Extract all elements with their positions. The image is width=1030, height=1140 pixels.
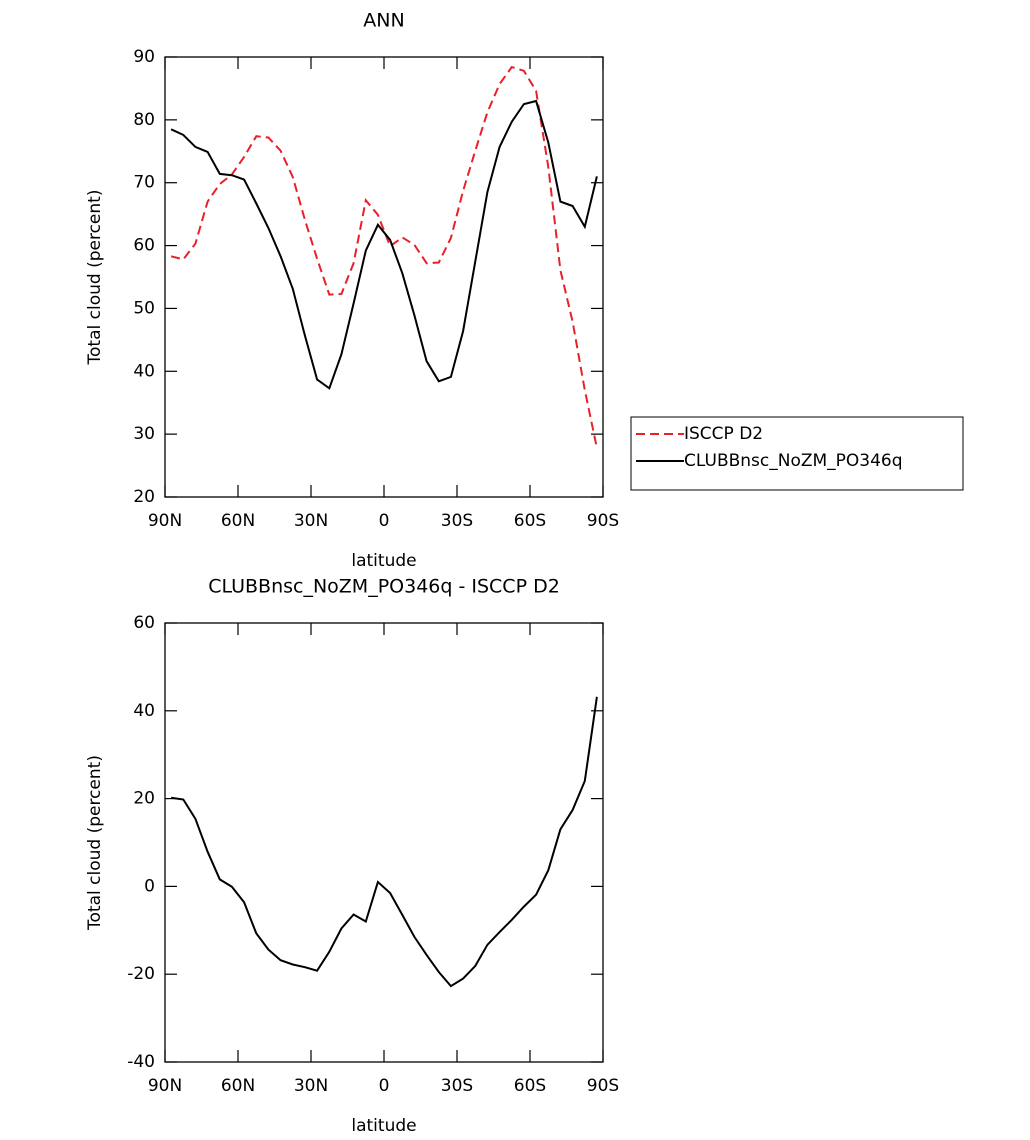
- y-tick-label: -40: [127, 1052, 155, 1072]
- x-tick-label: 30N: [294, 511, 328, 531]
- x-tick-label: 0: [379, 511, 390, 531]
- legend-box: [630, 416, 964, 491]
- legend-label: ISCCP D2: [684, 424, 763, 444]
- y-axis-label: Total cloud (percent): [85, 190, 105, 366]
- y-tick-label: 30: [133, 424, 155, 444]
- data-line: [170, 65, 598, 449]
- x-tick-label: 90N: [148, 511, 182, 531]
- y-tick-label: -20: [127, 964, 155, 984]
- plot-frame: [164, 622, 604, 1063]
- y-axis-label: Total cloud (percent): [85, 755, 105, 931]
- x-tick-label: 30S: [441, 511, 473, 531]
- x-tick-label: 60N: [221, 1076, 255, 1096]
- x-tick-label: 60S: [514, 1076, 546, 1096]
- chart-title: ANN: [363, 10, 404, 32]
- x-tick-label: 90S: [587, 511, 619, 531]
- y-tick-label: 50: [133, 298, 155, 318]
- y-tick-label: 0: [144, 876, 155, 896]
- legend-label: CLUBBnsc_NoZM_PO346q: [684, 451, 903, 471]
- y-tick-label: 80: [133, 110, 155, 130]
- x-tick-label: 0: [379, 1076, 390, 1096]
- x-tick-label: 30S: [441, 1076, 473, 1096]
- x-tick-label: 60S: [514, 511, 546, 531]
- y-tick-label: 90: [133, 47, 155, 67]
- data-line: [170, 99, 598, 390]
- y-tick-label: 60: [133, 613, 155, 633]
- plot-frame: [164, 56, 604, 498]
- chart-title: CLUBBnsc_NoZM_PO346q - ISCCP D2: [208, 576, 560, 598]
- data-line: [170, 696, 598, 988]
- y-tick-label: 70: [133, 173, 155, 193]
- y-tick-label: 40: [133, 701, 155, 721]
- y-tick-label: 20: [133, 789, 155, 809]
- x-tick-label: 30N: [294, 1076, 328, 1096]
- x-axis-label: latitude: [351, 1116, 416, 1136]
- y-tick-label: 40: [133, 361, 155, 381]
- x-tick-label: 90N: [148, 1076, 182, 1096]
- x-tick-label: 90S: [587, 1076, 619, 1096]
- y-tick-label: 60: [133, 236, 155, 256]
- x-axis-label: latitude: [351, 551, 416, 571]
- y-tick-label: 20: [133, 487, 155, 507]
- x-tick-label: 60N: [221, 511, 255, 531]
